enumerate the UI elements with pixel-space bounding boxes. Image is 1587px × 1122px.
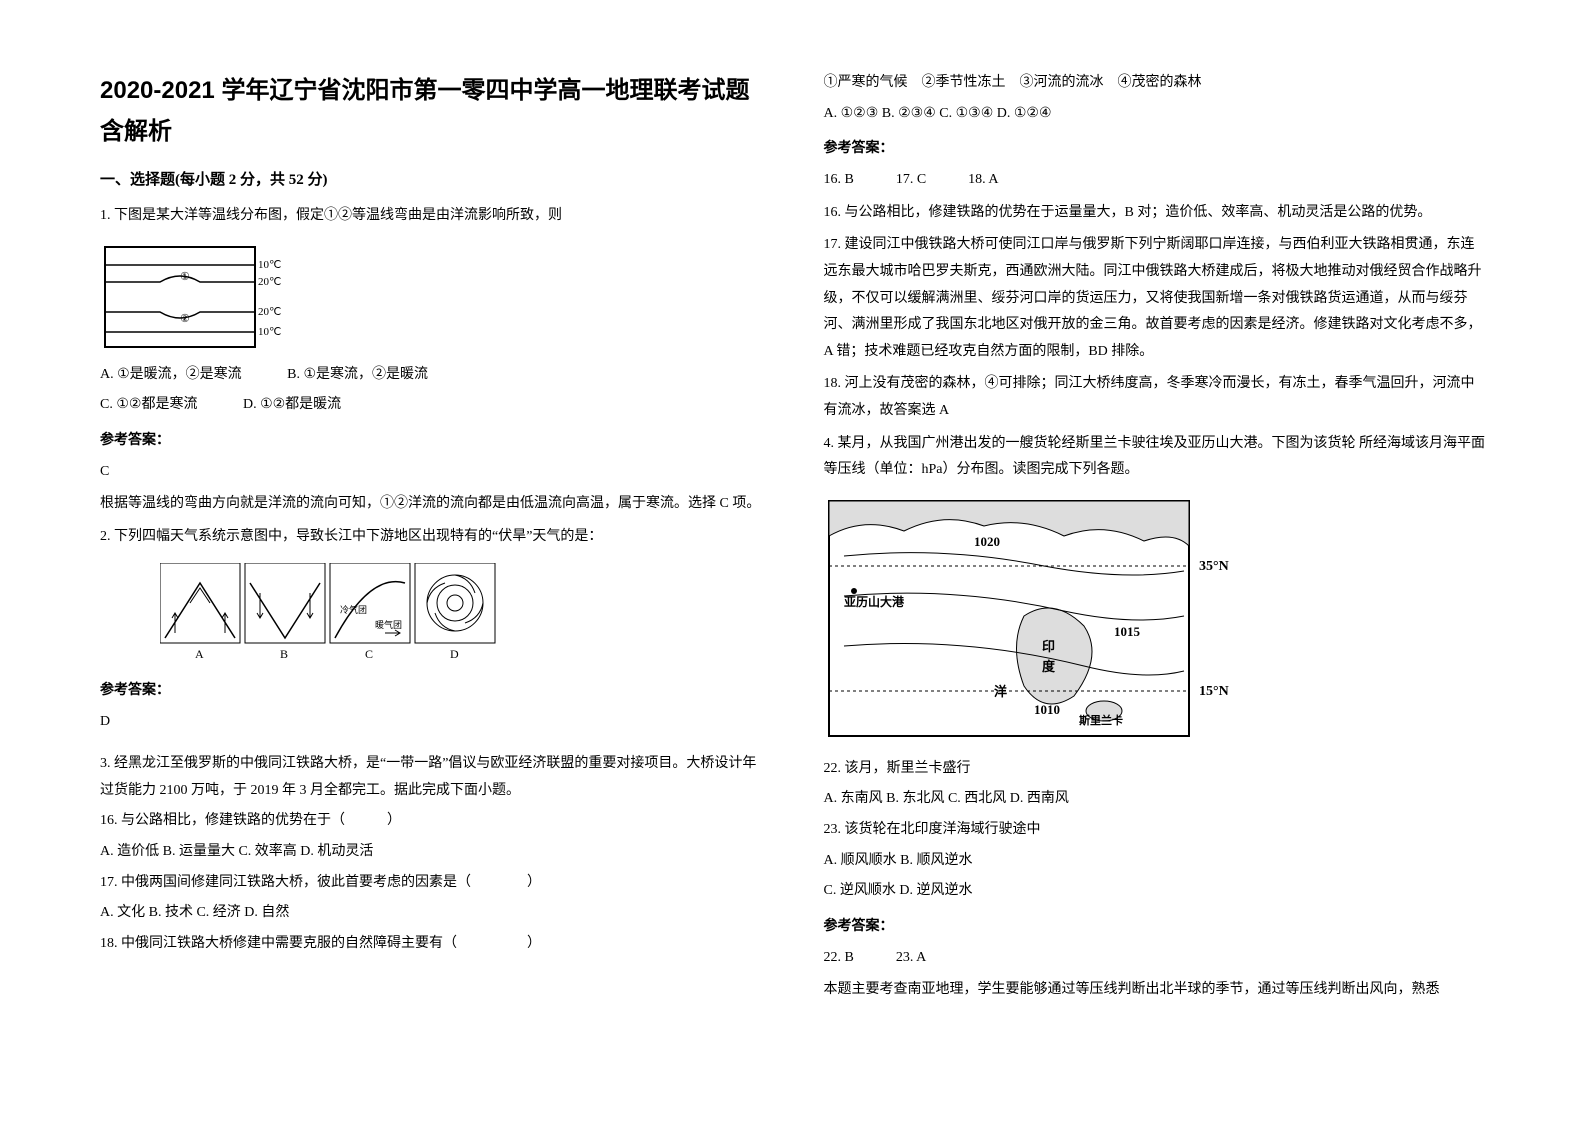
fig1-t20a: 20℃ <box>258 276 281 288</box>
left-column: 2020-2021 学年辽宁省沈阳市第一零四中学高一地理联考试题 含解析 一、选… <box>100 70 764 1052</box>
q2-ans-heading: 参考答案： <box>100 679 764 699</box>
svg-text:1015: 1015 <box>1114 624 1141 639</box>
q1-figure: ① ② 10℃ 20℃ 20℃ 10℃ <box>100 242 764 352</box>
svg-text:暖气团: 暖气团 <box>375 619 402 630</box>
svg-text:B: B <box>280 647 288 661</box>
q1-opt-b: B. ①是寒流，②是暖流 <box>287 367 428 382</box>
q3-intro: 3. 经黑龙江至俄罗斯的中俄同江铁路大桥，是“一带一路”倡议与欧亚经济联盟的重要… <box>100 751 764 804</box>
q17-stem: 17. 中俄两国间修建同江铁路大桥，彼此首要考虑的因素是（ ） <box>100 870 764 897</box>
doc-subtitle: 含解析 <box>100 111 764 146</box>
q18-items: ①严寒的气候 ②季节性冻土 ③河流的流冰 ④茂密的森林 <box>824 70 1488 97</box>
q1-opt-a: A. ①是暖流，②是寒流 <box>100 367 242 382</box>
q3-exp17: 17. 建设同江中俄铁路大桥可使同江口岸与俄罗斯下列宁斯阔耶口岸连接，与西伯利亚… <box>824 232 1488 365</box>
q22-opts: A. 东南风 B. 东北风 C. 西北风 D. 西南风 <box>824 786 1488 813</box>
q4-ans-heading: 参考答案： <box>824 915 1488 935</box>
q3-exp18: 18. 河上没有茂密的森林，④可排除；同江大桥纬度高，冬季寒冷而漫长，有冻土，春… <box>824 371 1488 424</box>
q16-opts: A. 造价低 B. 运量量大 C. 效率高 D. 机动灵活 <box>100 839 764 866</box>
fig1-t10b: 10℃ <box>258 326 281 338</box>
svg-text:1020: 1020 <box>974 534 1000 549</box>
svg-text:印: 印 <box>1042 639 1055 654</box>
q1-stem: 1. 下图是某大洋等温线分布图，假定①②等温线弯曲是由洋流影响所致，则 <box>100 203 764 230</box>
fig1-circ1: ① <box>180 271 190 283</box>
q23-stem: 23. 该货轮在北印度洋海域行驶途中 <box>824 817 1488 844</box>
svg-text:度: 度 <box>1042 659 1056 674</box>
q22-stem: 22. 该月，斯里兰卡盛行 <box>824 756 1488 783</box>
q1-opt-d: D. ①②都是暖流 <box>243 397 341 412</box>
q23-opts-ab: A. 顺风顺水 B. 顺风逆水 <box>824 848 1488 875</box>
svg-text:洋: 洋 <box>994 684 1007 699</box>
q4-explain: 本题主要考查南亚地理，学生要能够通过等压线判断出北半球的季节，通过等压线判断出风… <box>824 977 1488 1004</box>
svg-text:A: A <box>195 647 204 661</box>
q3-answers: 16. B 17. C 18. A <box>824 167 1488 194</box>
q3-exp16: 16. 与公路相比，修建铁路的优势在于运量量大，B 对；造价低、效率高、机动灵活… <box>824 200 1488 227</box>
right-column: ①严寒的气候 ②季节性冻土 ③河流的流冰 ④茂密的森林 A. ①②③ B. ②③… <box>824 70 1488 1052</box>
q1-ans-heading: 参考答案： <box>100 429 764 449</box>
q3-ans-heading: 参考答案： <box>824 137 1488 157</box>
fig1-circ2: ② <box>180 313 190 325</box>
svg-text:35°N: 35°N <box>1199 559 1229 574</box>
svg-text:亚历山大港: 亚历山大港 <box>844 594 905 609</box>
q17-opts: A. 文化 B. 技术 C. 经济 D. 自然 <box>100 900 764 927</box>
q1-opts-cd: C. ①②都是寒流 D. ①②都是暖流 <box>100 392 764 419</box>
svg-text:15°N: 15°N <box>1199 684 1229 699</box>
q4-figure: 1020 1015 1010 35°N 15°N 亚历山大港 印 度 洋 斯里兰… <box>824 496 1488 746</box>
fig1-t10a: 10℃ <box>258 259 281 271</box>
q23-opts-cd: C. 逆风顺水 D. 逆风逆水 <box>824 878 1488 905</box>
q2-stem: 2. 下列四幅天气系统示意图中，导致长江中下游地区出现特有的“伏旱”天气的是： <box>100 524 764 551</box>
section-a-heading: 一、选择题(每小题 2 分，共 52 分) <box>100 168 764 189</box>
q1-ans: C <box>100 459 764 486</box>
q18-opts: A. ①②③ B. ②③④ C. ①③④ D. ①②④ <box>824 101 1488 128</box>
q2-figure: A B 冷气团 暖气团 C <box>100 563 764 663</box>
q16-stem: 16. 与公路相比，修建铁路的优势在于（ ） <box>100 808 764 835</box>
doc-title: 2020-2021 学年辽宁省沈阳市第一零四中学高一地理联考试题 <box>100 70 764 105</box>
svg-text:D: D <box>450 647 459 661</box>
svg-text:冷气团: 冷气团 <box>340 604 367 615</box>
fig1-t20b: 20℃ <box>258 306 281 318</box>
q1-opts-ab: A. ①是暖流，②是寒流 B. ①是寒流，②是暖流 <box>100 362 764 389</box>
q4-answers: 22. B 23. A <box>824 945 1488 972</box>
svg-text:C: C <box>365 647 373 661</box>
q1-explain: 根据等温线的弯曲方向就是洋流的流向可知，①②洋流的流向都是由低温流向高温，属于寒… <box>100 491 764 518</box>
svg-text:斯里兰卡: 斯里兰卡 <box>1079 713 1123 727</box>
q2-ans: D <box>100 709 764 736</box>
q18-stem: 18. 中俄同江铁路大桥修建中需要克服的自然障碍主要有（ ） <box>100 931 764 958</box>
q1-opt-c: C. ①②都是寒流 <box>100 397 197 412</box>
q4-intro: 4. 某月，从我国广州港出发的一艘货轮经斯里兰卡驶往埃及亚历山大港。下图为该货轮… <box>824 431 1488 484</box>
svg-text:1010: 1010 <box>1034 702 1060 717</box>
